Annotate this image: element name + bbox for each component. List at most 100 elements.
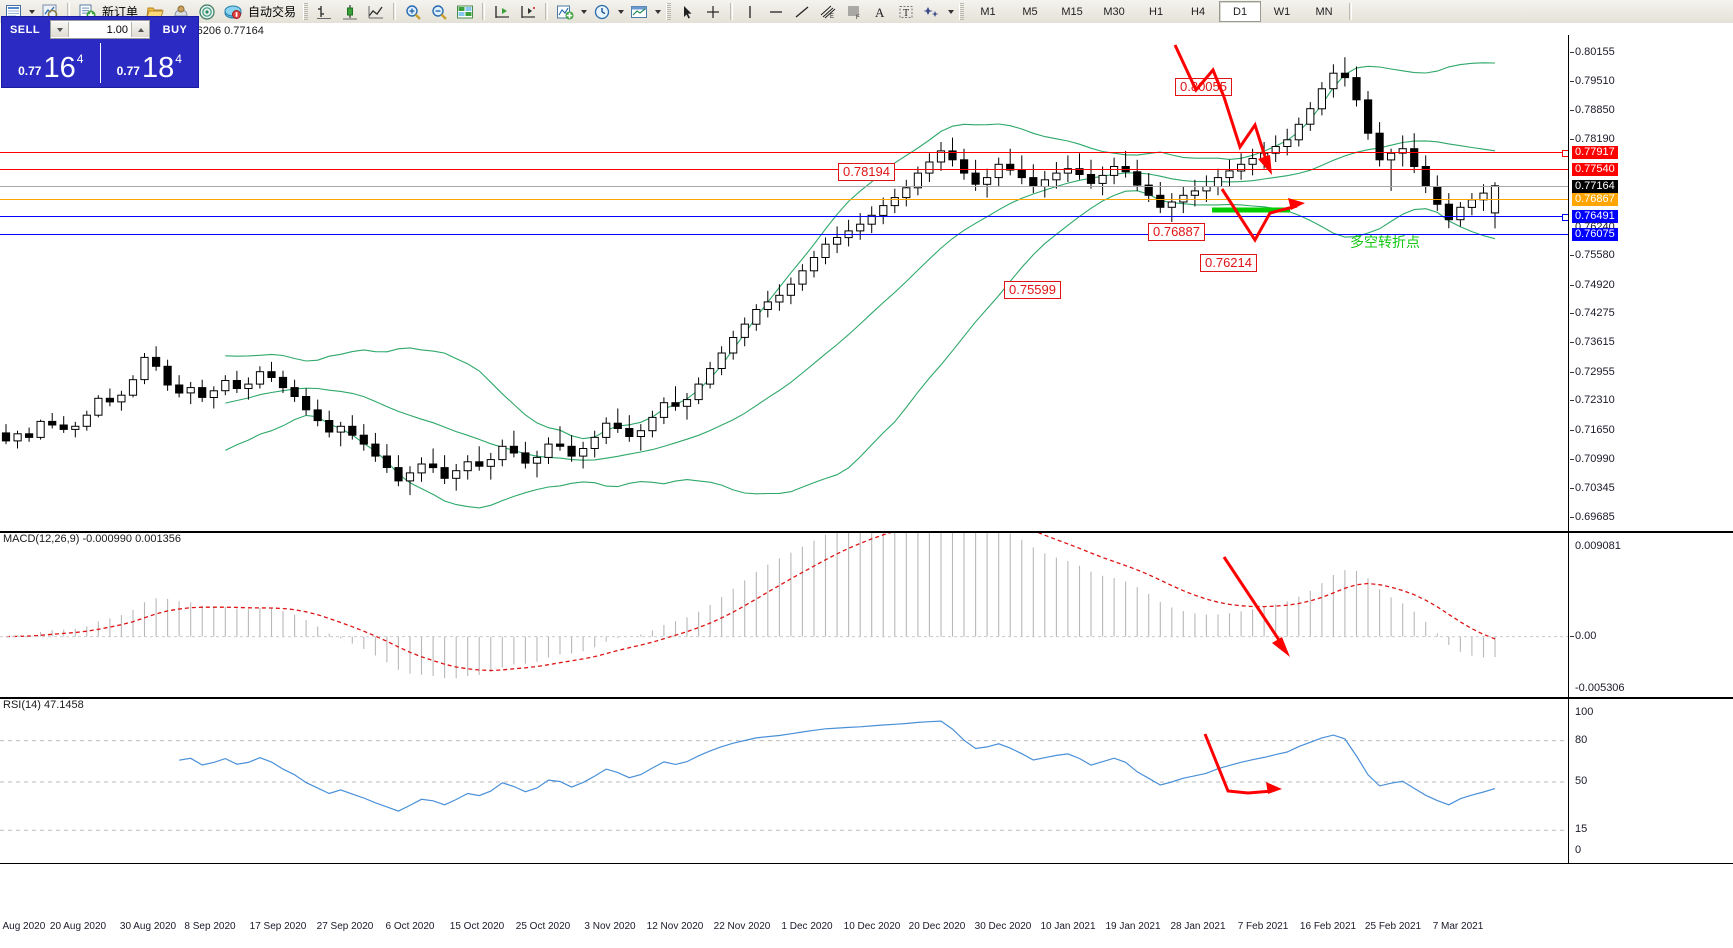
text-icon[interactable]: A — [868, 1, 892, 23]
level-handle[interactable] — [1562, 213, 1569, 221]
chart-area[interactable]: AUDUSD-,Daily 0.76553 0.77247 0.76206 0.… — [0, 23, 1733, 948]
price-level-line[interactable] — [0, 199, 1568, 201]
indicators-dropdown-icon[interactable] — [578, 2, 589, 22]
candlestick-chart-icon[interactable] — [338, 1, 362, 23]
volume-input[interactable] — [69, 22, 131, 37]
tick-dash — [1570, 109, 1574, 111]
templates-dropdown-icon[interactable] — [652, 2, 663, 22]
price-level-line[interactable] — [0, 213, 1569, 221]
timeframe-w1[interactable]: W1 — [1273, 5, 1291, 18]
price-level-tag[interactable]: 0.77917 — [1572, 146, 1618, 160]
price-annotation[interactable]: 0.80055 — [1175, 78, 1232, 96]
timeframe-d1[interactable]: D1 — [1219, 1, 1262, 22]
panel-separator-macd — [0, 531, 1733, 533]
horizontal-line-icon[interactable] — [764, 1, 788, 23]
templates-icon[interactable] — [627, 1, 651, 23]
price-level-tag[interactable]: 0.76491 — [1572, 209, 1618, 223]
trendline-icon[interactable] — [790, 1, 814, 23]
autotrade-label[interactable]: 自动交易 — [248, 5, 297, 19]
period-dropdown-icon[interactable] — [615, 2, 626, 22]
navigator-icon[interactable] — [195, 1, 219, 23]
price-plot — [1, 57, 1500, 509]
shift-end-icon[interactable] — [490, 1, 514, 23]
one-click-trading-panel[interactable]: SELL BUY 0.77 16 4 0.77 18 4 — [1, 16, 199, 88]
sell-button[interactable]: SELL — [9, 24, 41, 36]
timeframe-m30[interactable]: M30 — [1103, 5, 1125, 18]
price-level-line[interactable] — [0, 185, 1568, 187]
time-axis-label: 15 Oct 2020 — [449, 921, 505, 932]
price-panel[interactable]: 0.80055 0.78194 0.76887 0.76214 0.75599 多空转折点… — [0, 35, 1733, 531]
tick-dash — [1570, 487, 1574, 489]
rsi-axis-line — [1568, 699, 1569, 863]
price-level-line[interactable] — [0, 169, 1568, 171]
time-axis-label: 28 Jan 2021 — [1170, 921, 1226, 932]
bar-chart-icon[interactable] — [312, 1, 336, 23]
volume-increase-button[interactable] — [131, 22, 149, 37]
price-tick: 0.74275 — [1570, 307, 1615, 319]
tick-dash — [1570, 52, 1574, 53]
svg-text:F: F — [856, 15, 860, 20]
price-annotation[interactable]: 0.78194 — [838, 163, 895, 181]
timeframe-m15[interactable]: M15 — [1061, 5, 1083, 18]
tick-dash — [1570, 459, 1574, 461]
tick-dash — [1570, 255, 1574, 257]
toolbar-grip[interactable] — [303, 3, 309, 20]
rsi-panel[interactable]: RSI(14) 47.1458 100 80 50 15 0 — [0, 699, 1733, 863]
price-annotation[interactable]: 0.76214 — [1200, 254, 1257, 272]
price-level-tag[interactable]: 0.77540 — [1572, 163, 1618, 177]
shapes-dropdown-icon[interactable] — [945, 2, 956, 22]
turning-point-annotation[interactable]: 多空转折点 — [1350, 235, 1420, 251]
data-window-icon[interactable] — [453, 1, 477, 23]
time-axis-label: 6 Oct 2020 — [385, 921, 435, 932]
text-label-icon[interactable]: T — [894, 1, 918, 23]
toolbar-grip-2[interactable] — [666, 3, 672, 20]
new-order-label[interactable]: 新订单 — [102, 5, 139, 19]
zoom-in-icon[interactable] — [401, 1, 425, 23]
volume-decrease-button[interactable] — [51, 22, 69, 37]
price-annotation[interactable]: 0.75599 — [1004, 281, 1061, 299]
vertical-line-icon[interactable] — [738, 1, 762, 23]
timeframe-h4[interactable]: H4 — [1191, 5, 1206, 18]
timeframe-mn[interactable]: MN — [1315, 5, 1333, 18]
time-axis-label: 19 Jan 2021 — [1105, 921, 1161, 932]
timeframe-m5[interactable]: M5 — [1022, 5, 1038, 18]
equidistant-channel-icon[interactable]: E — [816, 1, 840, 23]
tick-dash — [1570, 284, 1574, 286]
price-level-tag[interactable]: 0.76240 — [1575, 220, 1615, 233]
indicators-icon[interactable] — [553, 1, 577, 23]
price-level-line[interactable] — [0, 150, 1569, 158]
crosshair-icon[interactable] — [701, 1, 725, 23]
buy-price[interactable]: 0.77 18 4 — [101, 43, 199, 83]
level-handle[interactable] — [1562, 150, 1569, 158]
price-level-line[interactable] — [0, 234, 1568, 236]
price-level-tag[interactable]: 0.76075 — [1572, 228, 1618, 242]
tick-dash — [1570, 80, 1574, 82]
main-toolbar: 新订单 自动交易 — [0, 0, 1733, 24]
terminal-icon[interactable] — [1, 1, 25, 23]
price-level-tag[interactable]: 0.77164 — [1572, 179, 1618, 193]
macd-panel[interactable]: MACD(12,26,9) -0.000990 0.001356 0.00908… — [0, 533, 1733, 697]
shapes-icon[interactable] — [920, 1, 944, 23]
price-level-tag[interactable]: 0.76867 — [1572, 193, 1618, 207]
autotrade-icon[interactable] — [221, 1, 245, 23]
price-tick: 0.71650 — [1570, 424, 1615, 436]
buy-button[interactable]: BUY — [162, 24, 188, 36]
cursor-icon[interactable] — [675, 1, 699, 23]
line-chart-icon[interactable] — [364, 1, 388, 23]
timeframe-h1[interactable]: H1 — [1149, 5, 1164, 18]
price-annotation[interactable]: 0.76887 — [1148, 223, 1205, 241]
volume-stepper[interactable] — [50, 20, 150, 39]
sell-price[interactable]: 0.77 16 4 — [2, 43, 101, 83]
time-axis-label: 7 Mar 2021 — [1432, 921, 1484, 932]
time-axis-label: 1 Dec 2020 — [781, 921, 833, 932]
timeframe-m1[interactable]: M1 — [980, 5, 996, 18]
rsi-tick: 80 — [1575, 733, 1588, 746]
fibonacci-icon[interactable]: F — [842, 1, 866, 23]
time-axis-label: 30 Dec 2020 — [974, 921, 1032, 932]
time-axis-label: 30 Aug 2020 — [119, 921, 177, 932]
toolbar-grip-3[interactable] — [959, 3, 965, 20]
period-icon[interactable] — [590, 1, 614, 23]
zoom-out-icon[interactable] — [427, 1, 451, 23]
auto-scroll-icon[interactable] — [516, 1, 540, 23]
toolbar-divider-6 — [1349, 3, 1353, 20]
